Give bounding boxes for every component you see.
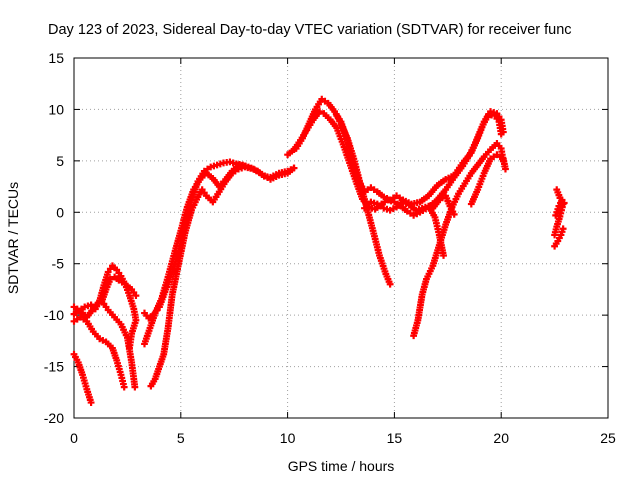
series-track-m xyxy=(410,139,507,340)
series-track-e xyxy=(98,273,140,306)
data-point xyxy=(559,225,567,233)
x-tick-label: 20 xyxy=(493,430,509,446)
data-point xyxy=(131,383,139,391)
series-track-k xyxy=(333,112,394,288)
series-track-r xyxy=(552,196,568,219)
data-point xyxy=(499,128,507,136)
series-track-h xyxy=(147,163,298,390)
data-point xyxy=(386,280,394,288)
y-tick-label: -15 xyxy=(44,359,64,375)
y-tick-label: -5 xyxy=(52,256,65,272)
series-track-b xyxy=(70,313,128,391)
series-track-p xyxy=(551,186,567,239)
y-tick-label: -20 xyxy=(44,410,64,426)
x-tick-label: 15 xyxy=(387,430,403,446)
series-track-n xyxy=(467,151,509,208)
x-tick-label: 5 xyxy=(177,430,185,446)
data-point xyxy=(450,210,458,218)
plot-frame xyxy=(73,57,609,419)
data-point xyxy=(87,399,95,406)
chart-title: Day 123 of 2023, Sidereal Day-to-day VTE… xyxy=(48,22,572,38)
y-tick-label: 0 xyxy=(56,204,64,220)
x-tick-label: 10 xyxy=(280,430,296,446)
data-point xyxy=(132,292,140,299)
data-point xyxy=(551,231,558,239)
x-tick-label: 0 xyxy=(70,430,78,446)
data-point xyxy=(106,275,114,283)
y-tick-label: -10 xyxy=(44,307,64,323)
data-point xyxy=(502,165,509,173)
series-track-q xyxy=(551,225,567,250)
x-tick-label: 25 xyxy=(600,430,616,446)
y-tick-label: 10 xyxy=(48,101,64,117)
y-axis-label: SDTVAR / TECUs xyxy=(5,182,21,294)
axis-ticks xyxy=(73,57,609,419)
y-tick-label: 15 xyxy=(48,50,64,66)
series-track-a xyxy=(70,350,95,406)
y-tick-labels: -20 -15 -10 -5 0 5 10 15 xyxy=(44,50,64,426)
data-point xyxy=(126,344,133,352)
grid-lines xyxy=(74,58,608,418)
series-track-g xyxy=(141,161,249,348)
data-points xyxy=(70,95,568,406)
series-track-o xyxy=(429,192,458,218)
x-tick-labels: 0 5 10 15 20 25 xyxy=(70,430,616,446)
data-point xyxy=(560,199,568,207)
data-point xyxy=(120,383,128,391)
y-tick-label: 5 xyxy=(56,153,64,169)
x-axis-label: GPS time / hours xyxy=(288,458,395,474)
data-point xyxy=(440,252,447,259)
data-point xyxy=(290,164,298,172)
